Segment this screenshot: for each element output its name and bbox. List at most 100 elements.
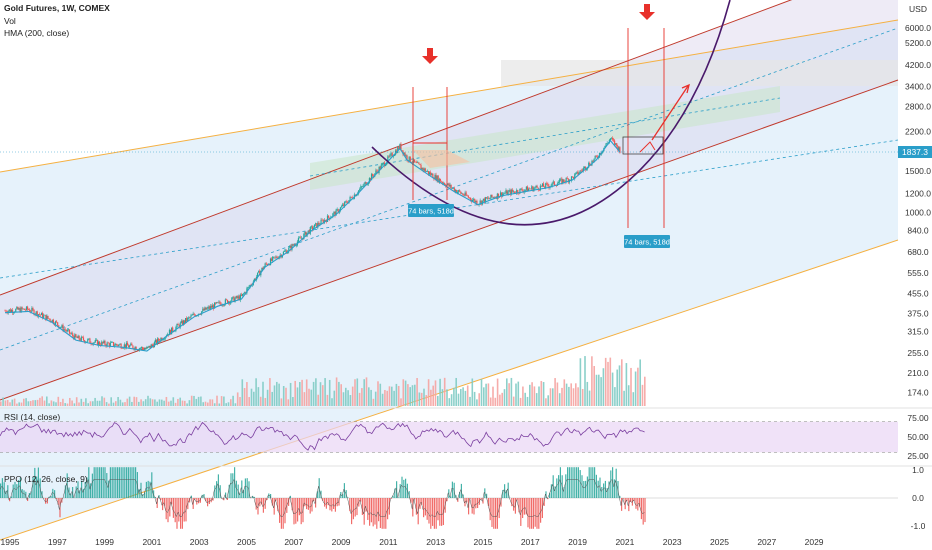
candle-body (361, 186, 363, 187)
volume-bar (255, 378, 257, 406)
candle-body (483, 198, 486, 203)
candle-body (567, 178, 569, 183)
red-upper-line (0, 0, 793, 296)
candle-body (548, 185, 550, 188)
candle-body (139, 348, 142, 349)
vol-legend[interactable]: Vol (4, 16, 16, 26)
price-tick-label: 315.0 (907, 326, 929, 336)
volume-bar (600, 377, 602, 406)
candle-body (191, 315, 193, 316)
ppo-histogram-bar (106, 473, 108, 498)
candle-body (215, 302, 217, 304)
wide-channel-fill (0, 20, 898, 540)
rsi-legend[interactable]: RSI (14, close) (4, 412, 61, 422)
candle-body (143, 348, 145, 351)
symbol-title[interactable]: Gold Futures, 1W, COMEX (4, 3, 110, 13)
volume-bar (156, 401, 158, 406)
candle-body (203, 308, 205, 311)
volume-bar (140, 399, 142, 406)
ppo-histogram-bar (307, 498, 309, 510)
ppo-histogram-bar (567, 467, 569, 498)
volume-bar (556, 382, 559, 406)
volume-bar (276, 381, 278, 406)
time-tick-label: 2011 (379, 537, 398, 547)
candle-body (164, 336, 166, 340)
volume-bar (128, 396, 131, 406)
volume-bar (487, 383, 490, 406)
candle-body (493, 197, 495, 198)
ppo-histogram-bar (277, 498, 279, 512)
ppo-histogram-bar (424, 498, 426, 516)
candle-body (248, 286, 250, 288)
candle-body (31, 307, 33, 312)
hma-legend[interactable]: HMA (200, close) (4, 28, 70, 38)
ppo-legend[interactable]: PPO (12, 26, close, 9) (4, 474, 88, 484)
volume-bar (460, 388, 462, 406)
candle-body (455, 189, 458, 193)
price-tick-label: 174.0 (907, 387, 929, 397)
volume-bar (568, 386, 570, 406)
candle-body (129, 345, 131, 348)
volume-bar (457, 393, 460, 406)
volume-bar (483, 387, 485, 406)
candle-body (474, 199, 476, 203)
candle-body (43, 315, 45, 319)
volume-bar (469, 396, 471, 406)
candle-body (150, 344, 152, 348)
candle-body (206, 308, 208, 310)
candle-body (118, 344, 120, 346)
candle-body (444, 183, 446, 185)
volume-bar (142, 401, 145, 406)
volume-bar (292, 397, 294, 406)
ppo-histogram-bar (57, 498, 59, 505)
price-tick-label: 210.0 (907, 368, 929, 378)
candle-body (393, 154, 396, 156)
volume-bar (533, 386, 536, 406)
volume-bar (163, 400, 165, 406)
candle-body (303, 234, 305, 240)
ppo-histogram-bar (189, 498, 191, 503)
volume-bar (66, 403, 69, 406)
candle-body (106, 342, 108, 347)
candle-body (322, 220, 324, 224)
ppo-histogram-bar (129, 467, 131, 498)
ppo-histogram-bar (138, 489, 140, 498)
candle-body (305, 231, 307, 237)
time-axis[interactable]: 1995 1997 1999 2001 2003 2005 2007 2009 2011 2013… (1, 537, 824, 547)
candle-body (611, 137, 614, 140)
ppo-histogram-bar (333, 498, 335, 509)
ppo-histogram-bar (525, 498, 527, 515)
volume-bar (121, 402, 124, 406)
ppo-histogram-bar (30, 491, 32, 498)
candle-body (103, 340, 105, 344)
ppo-histogram-bar (46, 498, 48, 504)
volume-bar (250, 388, 253, 406)
candle-body (318, 222, 320, 225)
volume-bar (64, 403, 66, 406)
volume-bar (623, 390, 625, 406)
volume-bar (374, 391, 377, 406)
candle-body (310, 226, 312, 228)
candle-body (430, 172, 432, 176)
ppo-histogram-bar (387, 498, 389, 520)
candle-body (38, 314, 40, 315)
ppo-histogram-bar (451, 481, 453, 498)
ppo-histogram-bar (455, 495, 457, 498)
volume-bar (480, 378, 483, 406)
candle-body (122, 347, 124, 349)
candle-body (460, 191, 462, 194)
volume-bar (501, 392, 503, 406)
small-arrow (639, 141, 656, 153)
candle-body (337, 209, 339, 213)
candle-body (211, 305, 214, 308)
volume-bar (558, 393, 561, 406)
ppo-histogram-bar (430, 498, 432, 529)
candle-body (276, 256, 278, 258)
volume-bar (351, 386, 354, 406)
volume-bar (549, 388, 552, 406)
ppo-histogram-bar (590, 467, 592, 498)
candle-body (64, 329, 66, 331)
ppo-histogram-bar (637, 498, 639, 511)
volume-bar (441, 389, 444, 406)
